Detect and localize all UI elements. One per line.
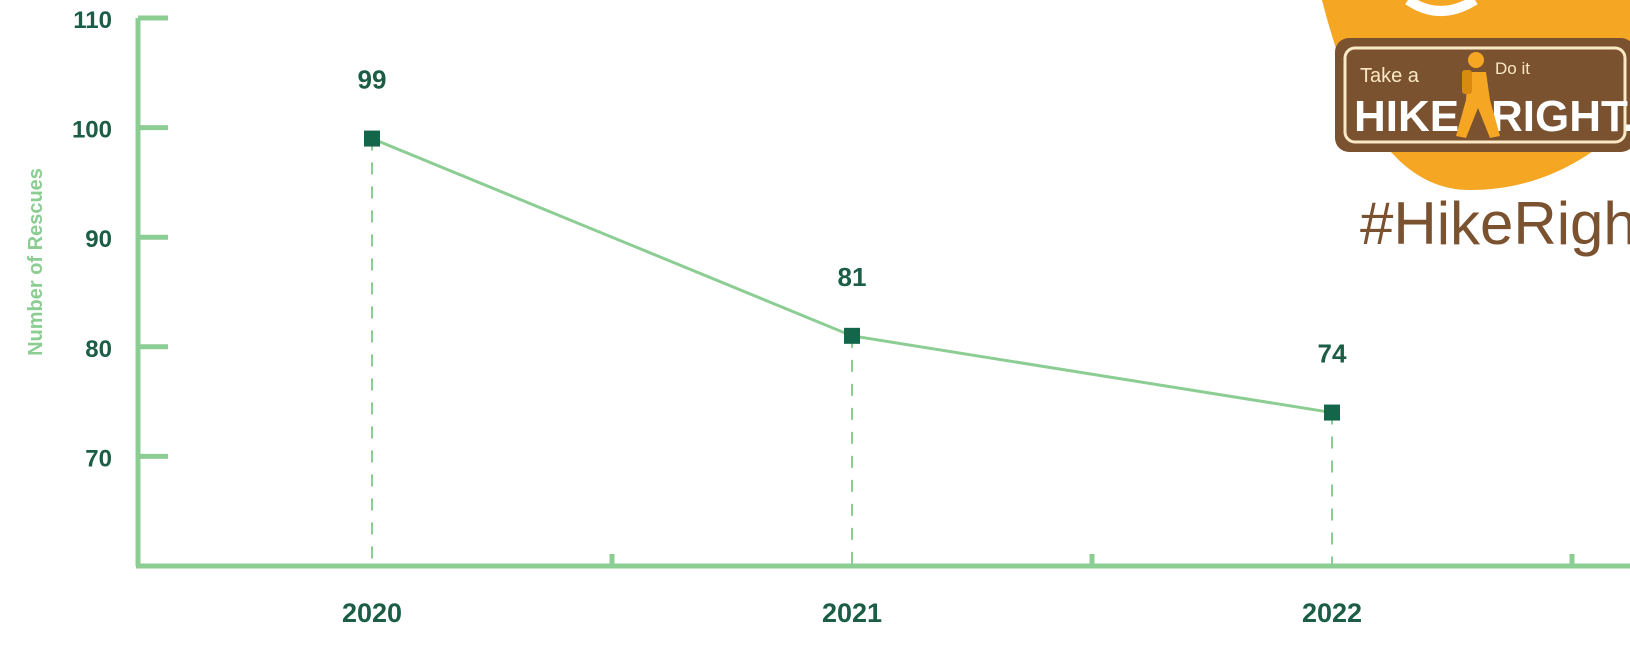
logo-circle-arc	[1405, 0, 1478, 16]
logo-right: RIGHT.	[1491, 92, 1630, 141]
y-tick-label: 80	[85, 336, 112, 363]
series-rescues: 99 81 74	[358, 65, 1347, 421]
y-axis-label: Number of Rescues	[25, 168, 47, 356]
y-axis: 70 80 90 100 110	[72, 7, 168, 566]
logo-hashtag: #HikeRight	[1360, 190, 1630, 257]
hike-right-logo: Take a Do it HIKE. RIGHT. #HikeRight	[1322, 0, 1630, 257]
logo-sign-inner	[1343, 46, 1627, 144]
x-axis: 2020 2021 2022	[136, 554, 1630, 628]
logo-hike: HIKE.	[1354, 92, 1471, 141]
x-tick-label: 2022	[1302, 598, 1362, 628]
x-tick-label: 2021	[822, 598, 882, 628]
data-point-marker	[364, 130, 380, 147]
logo-take-a: Take a	[1360, 65, 1420, 87]
x-tick-label: 2020	[342, 598, 402, 628]
data-point-marker	[1324, 404, 1340, 421]
y-tick-label: 90	[85, 226, 112, 253]
data-label: 99	[358, 65, 387, 95]
data-label: 81	[838, 262, 867, 292]
y-tick-label: 100	[72, 117, 112, 144]
y-tick-label: 110	[73, 7, 112, 34]
data-label: 74	[1318, 339, 1347, 369]
hiker-icon	[1456, 52, 1500, 138]
drop-lines	[371, 138, 1333, 566]
y-tick-label: 70	[85, 445, 112, 472]
data-point-marker	[844, 327, 860, 344]
logo-do-it: Do it	[1495, 59, 1530, 78]
